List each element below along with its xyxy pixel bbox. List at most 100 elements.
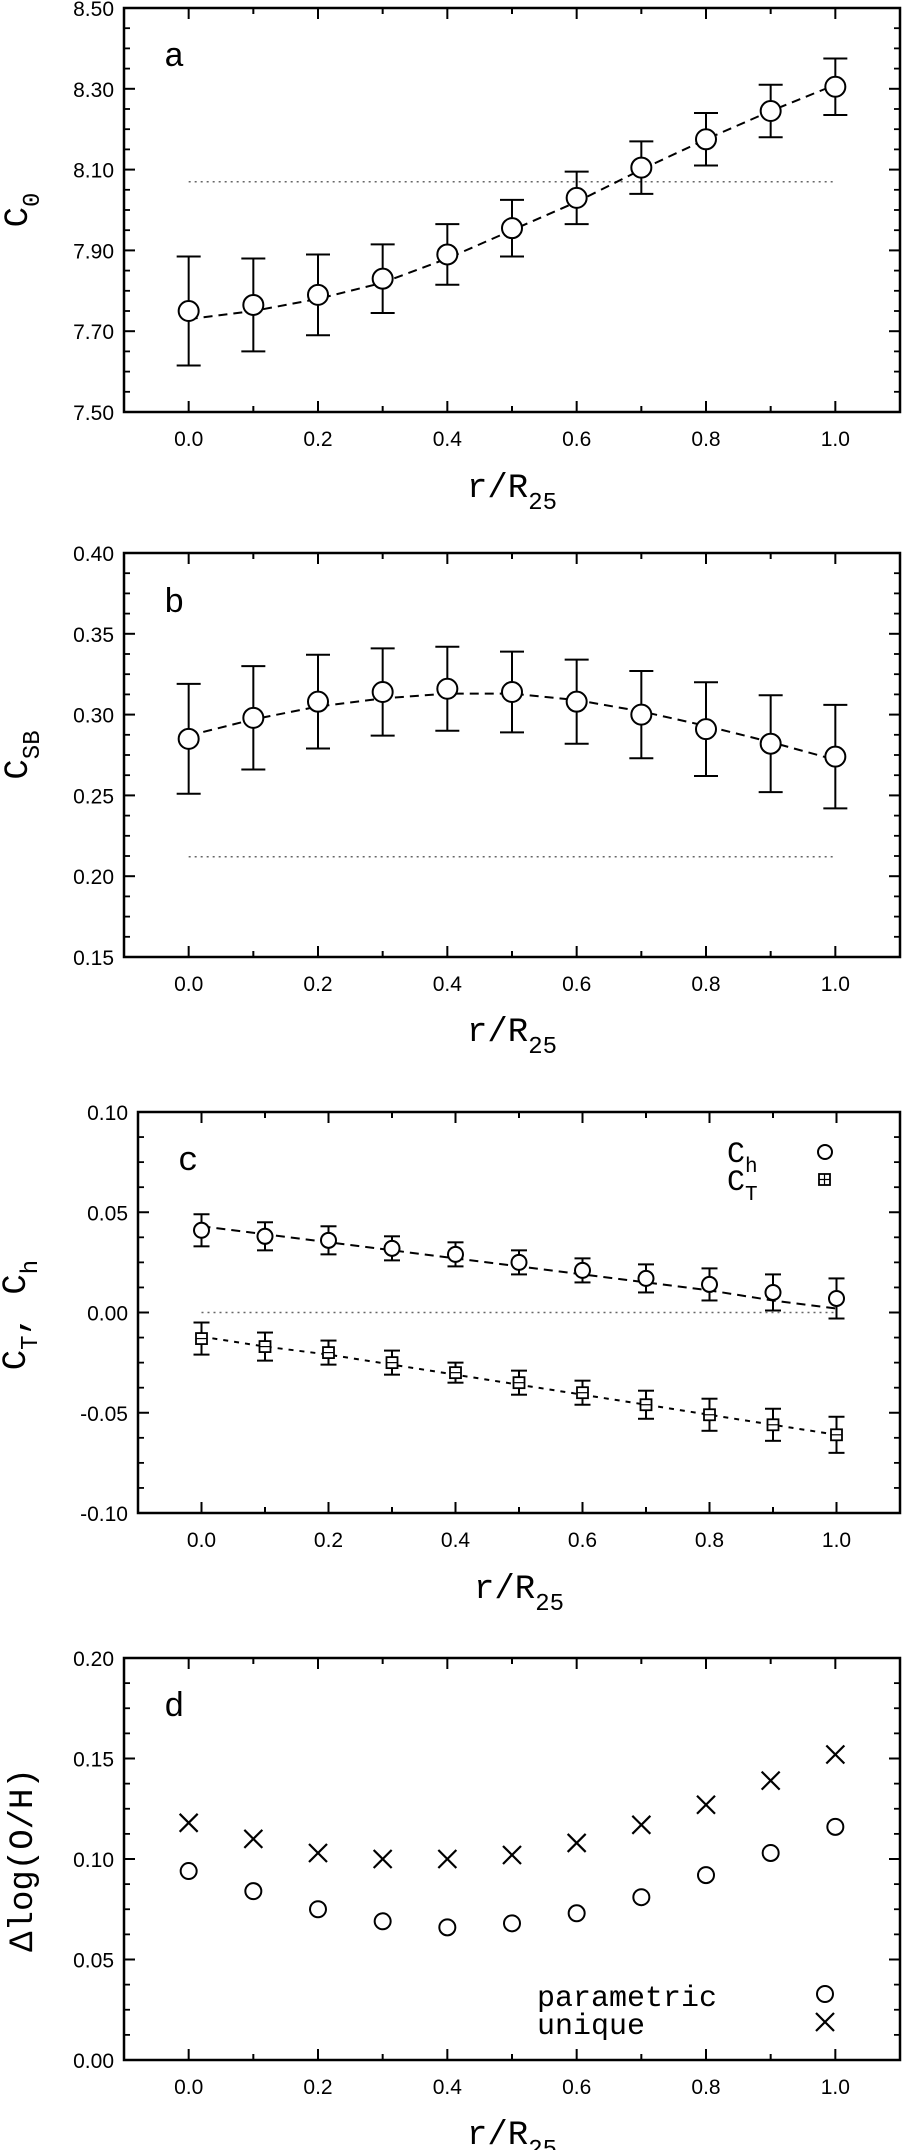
data-point-circle [193, 1221, 210, 1239]
data-point-cross [825, 1744, 846, 1765]
legend: Ch CT [727, 1138, 833, 1207]
y-tick-label: 8.30 [73, 79, 114, 102]
y-ticks: 0.00 0.05 0.10 0.15 0.20 [73, 1648, 900, 2073]
data-point-cross [696, 1794, 716, 1815]
data-point-circle [759, 100, 782, 123]
data-marks [193, 1213, 845, 1454]
x-tick-label: 0.0 [174, 973, 203, 996]
data-point-circle [632, 1888, 651, 1907]
legend: parametric unique [537, 1982, 835, 2044]
x-tick-label: 0.6 [562, 973, 591, 996]
y-ticks: 0.15 0.20 0.25 0.30 0.35 0.40 [73, 543, 900, 970]
y-tick-label: 0.05 [87, 1202, 128, 1225]
x-tick-label: 0.2 [314, 1529, 343, 1552]
x-axis-label: r/R25 [467, 470, 557, 517]
y-tick-label: 0.15 [73, 1749, 114, 1772]
data-point-circle [371, 680, 394, 703]
x-tick-label: 0.4 [441, 1529, 471, 1552]
data-point-cross [178, 1813, 199, 1833]
x-tick-label: 0.2 [303, 973, 332, 996]
data-point-circle [501, 680, 523, 703]
y-ticks: -0.10 -0.05 0.00 0.05 0.10 [80, 1102, 900, 1526]
legend-label-parametric: parametric [537, 1982, 717, 2016]
plot-frame [122, 1656, 902, 2062]
data-point-circle [438, 1918, 457, 1937]
data-point-circle [826, 1817, 845, 1836]
legend-label-ch: Ch [727, 1138, 758, 1179]
fit-line [188, 692, 836, 761]
data-marks [176, 57, 848, 367]
x-tick-label: 0.8 [691, 973, 720, 996]
y-tick-label: 0.30 [73, 705, 114, 728]
legend-marker-circle [816, 1985, 834, 2003]
y-tick-label: 0.00 [73, 2050, 114, 2073]
y-tick-label: 0.00 [87, 1303, 128, 1326]
y-tick-label: 0.20 [73, 866, 114, 889]
data-point-circle [759, 732, 782, 755]
x-axis-label: r/R25 [467, 2117, 557, 2150]
data-point-circle [436, 243, 459, 266]
y-tick-label: 0.10 [87, 1102, 128, 1125]
y-tick-label: 0.35 [73, 624, 114, 647]
panel-label: d [164, 1689, 184, 1727]
panel-label: a [164, 39, 184, 77]
y-tick-label: 0.05 [73, 1950, 114, 1973]
data-point-circle [695, 128, 717, 151]
y-tick-label: 8.10 [73, 160, 114, 183]
legend-label-ct: CT [727, 1166, 758, 1207]
data-point-circle [320, 1231, 337, 1249]
data-point-circle [697, 1866, 715, 1885]
panel-a: a r/R25 C0 0.0 0.2 0.4 0.6 0.8 1.0 7.507.707.… [0, 0, 902, 517]
data-point-cross [372, 1849, 393, 1869]
panel-label: b [164, 585, 184, 623]
data-point-circle [637, 1269, 655, 1287]
x-tick-label: 1.0 [821, 428, 850, 451]
data-point-circle [177, 300, 200, 322]
y-tick-label: 0.10 [73, 1849, 114, 1872]
data-point-cross [308, 1843, 328, 1863]
data-point-circle [828, 1289, 845, 1307]
x-ticks: 0.0 0.2 0.4 0.6 0.8 1.0 [123, 1658, 901, 2099]
legend-marker-circle [817, 1144, 833, 1160]
data-point-circle [764, 1283, 782, 1301]
fit-lines [188, 692, 836, 761]
x-ticks: 0.0 0.2 0.4 0.6 0.8 1.0 [123, 553, 901, 996]
data-point-circle [383, 1239, 401, 1257]
data-point-circle [256, 1227, 274, 1245]
plot-frame [136, 1110, 902, 1515]
data-point-circle [510, 1253, 528, 1271]
x-tick-label: 0.4 [433, 2076, 463, 2099]
data-marks [178, 1744, 846, 1937]
data-point-circle [565, 186, 588, 209]
data-point-circle [244, 1882, 263, 1901]
legend-label-unique: unique [537, 2010, 645, 2044]
data-point-circle [630, 156, 653, 179]
data-point-circle [695, 718, 717, 741]
x-tick-label: 0.4 [433, 973, 463, 996]
data-point-circle [824, 745, 847, 768]
x-tick-label: 1.0 [821, 2076, 850, 2099]
data-point-circle [177, 727, 200, 750]
data-point-cross [760, 1770, 781, 1791]
panel-b: b r/R25 CSB 0.0 0.2 0.4 0.6 0.8 1.0 0.150.200… [0, 543, 902, 1061]
x-tick-label: 0.8 [691, 2076, 720, 2099]
data-point-circle [373, 1912, 392, 1931]
data-point-circle [436, 677, 459, 700]
x-tick-label: 0.2 [303, 428, 332, 451]
data-point-circle [503, 1914, 521, 1933]
x-tick-label: 0.6 [568, 1529, 597, 1552]
plot-frame [122, 551, 902, 959]
y-axis-label: C0 [0, 193, 47, 228]
y-tick-label: 0.20 [73, 1648, 114, 1671]
data-point-circle [630, 703, 653, 726]
data-point-circle [307, 283, 329, 306]
data-point-circle [242, 293, 265, 316]
data-point-circle [179, 1862, 198, 1881]
legend-marker-cross [815, 2012, 835, 2032]
data-point-circle [371, 267, 394, 290]
y-tick-label: 0.25 [73, 785, 114, 808]
x-tick-label: 0.6 [562, 2076, 591, 2099]
panel-d: d r/R25 Δlog(O/H) parametric unique 0.00… [5, 1648, 902, 2150]
x-tick-label: 1.0 [821, 973, 850, 996]
